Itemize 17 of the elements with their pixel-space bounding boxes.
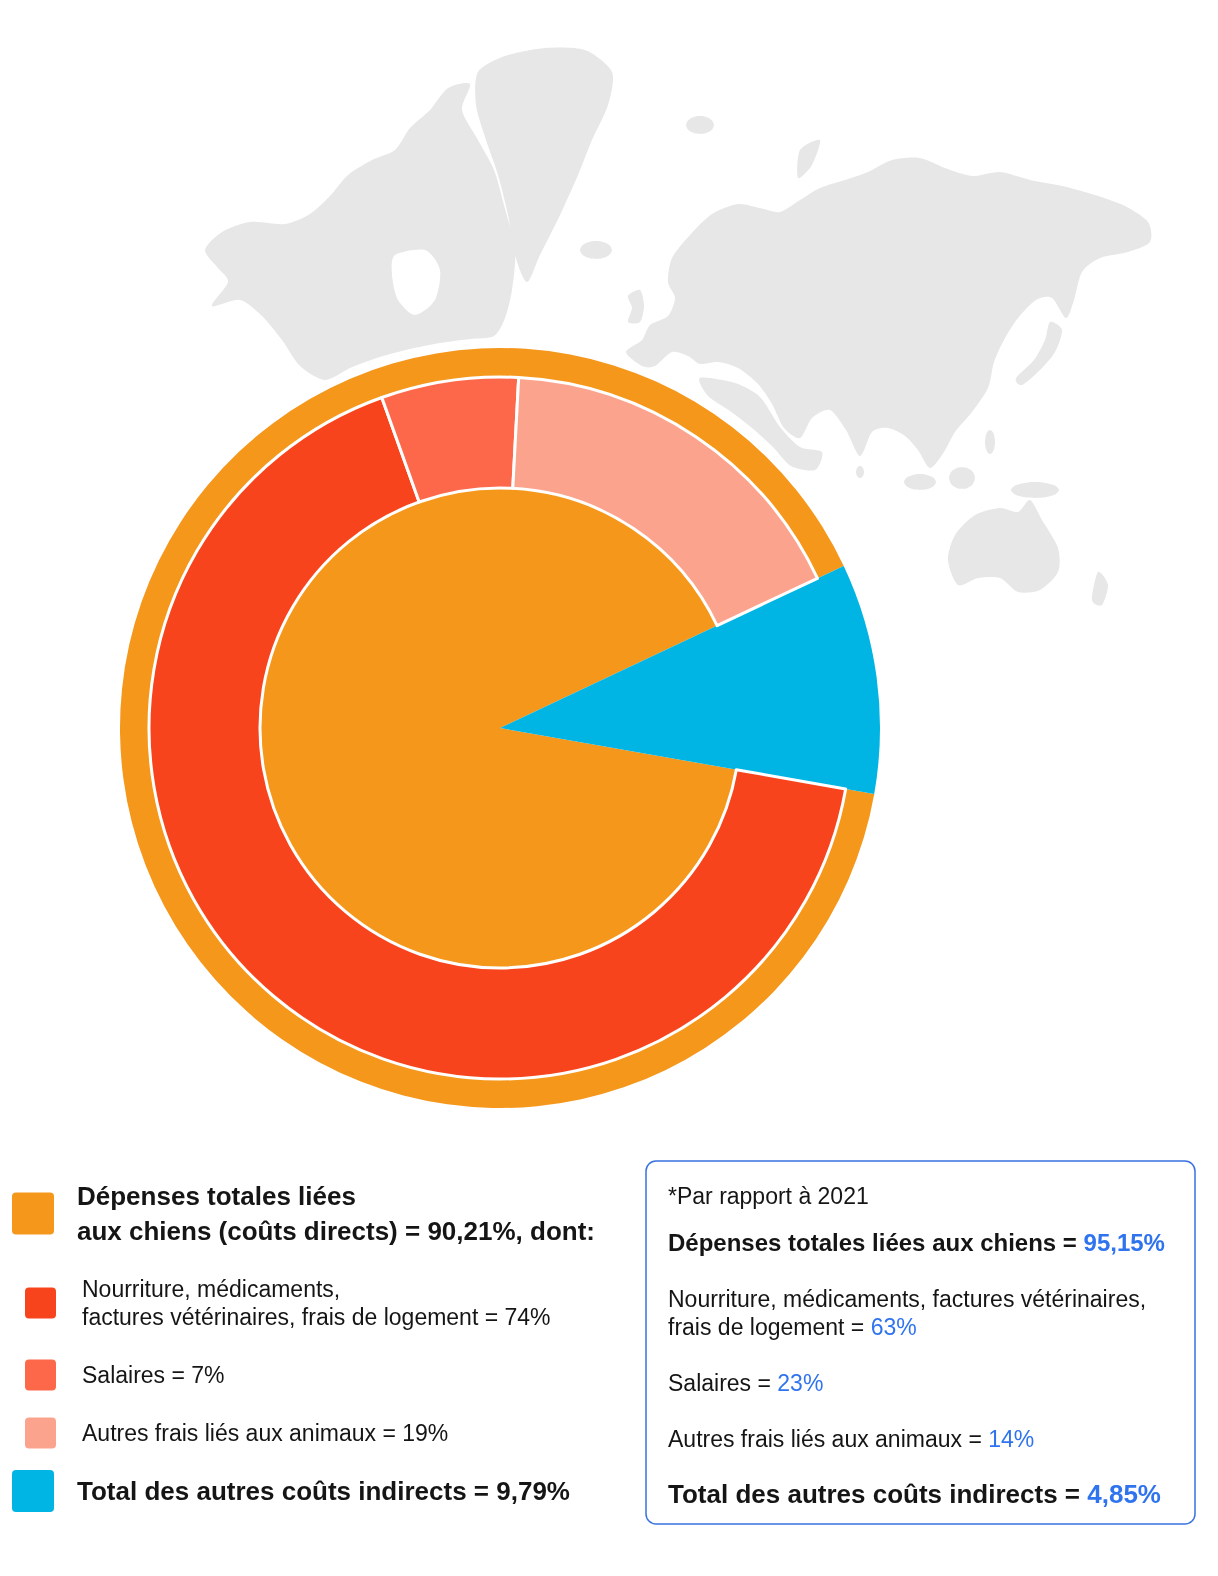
text: Total des autres coûts indirects = 4,85% [668, 1479, 1161, 1509]
data-label: = 74% [484, 1304, 551, 1331]
text: Nourriture, médicaments, factures vétérinaires, frais de logement = 63% [668, 1286, 1147, 1340]
text: *Par rapport à 2021 [668, 1183, 869, 1209]
text: Autres frais liés aux animaux = 14% [668, 1426, 1035, 1452]
text: Dépenses totales liées aux chiens = 95,15% [668, 1229, 1165, 1256]
legend-label: Autres frais liés aux animaux [82, 1420, 377, 1447]
data-label: = 7% [171, 1362, 225, 1389]
legend-label: Dépenses totales liées aux chiens (coûts directs) [77, 1181, 398, 1247]
legend-label: Salaires [82, 1362, 166, 1389]
text: Salaires = 23% [668, 1370, 824, 1396]
legend-label: Nourriture, médicaments, factures vétérinaires, frais de logement [82, 1276, 479, 1331]
pie-slice [500, 565, 880, 794]
legend-label: Total des autres coûts indirects [77, 1476, 467, 1507]
data-label: = 19% [382, 1420, 449, 1447]
data-label: = 9,79% [473, 1476, 570, 1507]
data-label: = 90,21%, dont: [404, 1216, 595, 1247]
